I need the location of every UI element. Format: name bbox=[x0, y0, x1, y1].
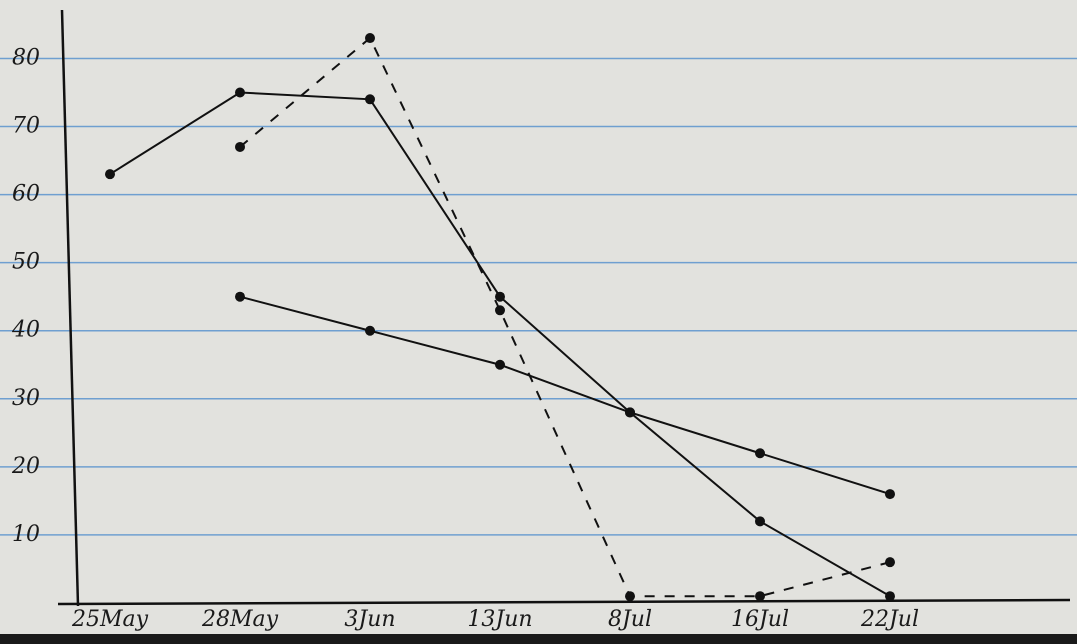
y-axis bbox=[60, 9, 80, 607]
y-tick-label: 60 bbox=[12, 182, 40, 207]
point bbox=[365, 94, 375, 105]
y-tick-label: 20 bbox=[11, 454, 40, 479]
point bbox=[105, 169, 115, 180]
point bbox=[365, 325, 375, 336]
point bbox=[365, 33, 375, 44]
point bbox=[625, 407, 635, 418]
x-tick-label: 25May bbox=[71, 607, 149, 632]
line bbox=[239, 36, 891, 598]
point bbox=[235, 291, 245, 302]
line bbox=[239, 295, 891, 496]
point bbox=[885, 557, 895, 568]
plot: 25May 28May 3Jun 13Jun 8Jul 16Jul 22Jul bbox=[71, 33, 919, 632]
y-tick-label: 30 bbox=[12, 386, 40, 411]
x-tick-label: 22Jul bbox=[860, 607, 919, 632]
x-tick-label: 3Jun bbox=[344, 607, 395, 632]
bottom-edge bbox=[0, 634, 1077, 644]
y-tick-label: 10 bbox=[12, 522, 40, 547]
y-tick-label: 40 bbox=[11, 318, 40, 343]
y-tick-label: 50 bbox=[12, 250, 40, 275]
point bbox=[495, 291, 505, 302]
point bbox=[885, 591, 895, 602]
point bbox=[885, 489, 895, 500]
point bbox=[755, 591, 765, 602]
point bbox=[235, 87, 245, 98]
point bbox=[235, 141, 245, 152]
y-tick-label: 70 bbox=[12, 114, 40, 139]
x-tick-label: 8Jul bbox=[608, 607, 652, 632]
x-tick-label: 13Jun bbox=[467, 607, 532, 632]
point bbox=[625, 591, 635, 602]
x-tick-label: 28May bbox=[201, 607, 279, 632]
point bbox=[755, 516, 765, 527]
x-axis bbox=[57, 598, 1071, 606]
point bbox=[495, 305, 505, 316]
y-tick-label: 80 bbox=[12, 45, 40, 70]
point bbox=[755, 448, 765, 459]
x-tick-label: 16Jul bbox=[731, 607, 789, 632]
point bbox=[495, 359, 505, 370]
